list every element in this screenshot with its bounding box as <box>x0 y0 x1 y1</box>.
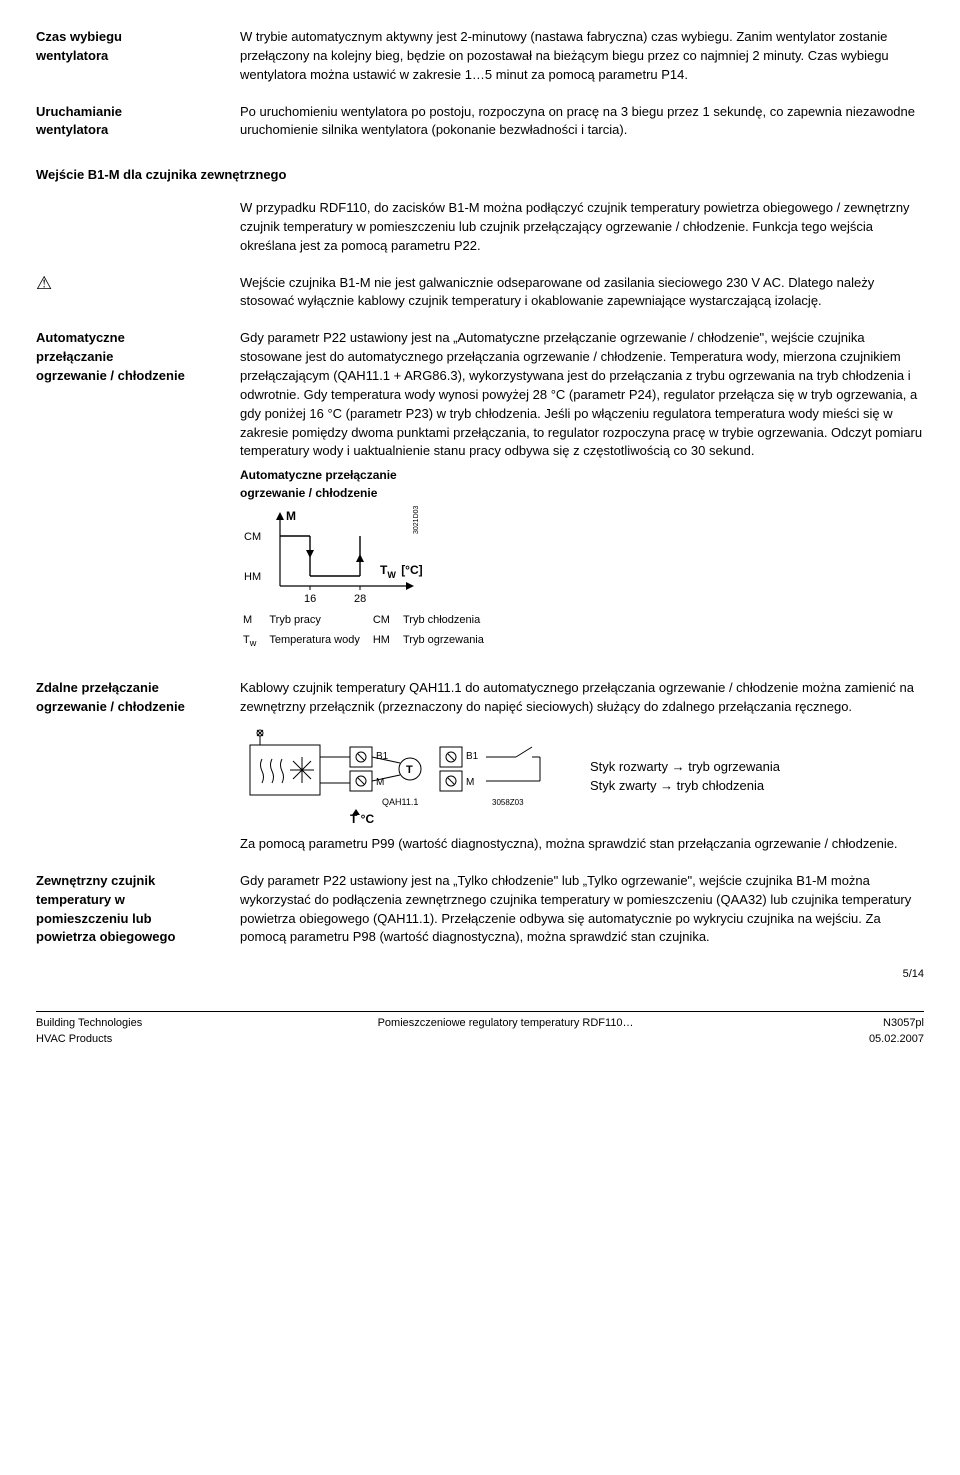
label-auto-switch: Automatyczne przełączanie ogrzewanie / c… <box>36 329 240 661</box>
footer-mid: Pomieszczeniowe regulatory temperatury R… <box>142 1016 869 1048</box>
section-czas-wybiegu: Czas wybiegu wentylatora W trybie automa… <box>36 28 924 85</box>
chart-auto-switch: Automatyczne przełączanie ogrzewanie / c… <box>240 467 924 653</box>
body-uruchamianie: Po uruchomieniu wentylatora po postoju, … <box>240 103 924 141</box>
x-tick-28: 28 <box>354 593 366 605</box>
label-uruchamianie: Uruchamianie wentylatora <box>36 103 240 141</box>
body-b1m-intro: W przypadku RDF110, do zacisków B1-M moż… <box>240 199 924 256</box>
body-auto-switch: Gdy parametr P22 ustawiony jest na „Auto… <box>240 329 924 461</box>
legend-tw: Tw <box>242 632 266 651</box>
body-remote: Kablowy czujnik temperatury QAH11.1 do a… <box>240 679 924 717</box>
body-czas-wybiegu: W trybie automatycznym aktywny jest 2-mi… <box>240 28 924 85</box>
y-hm: HM <box>244 571 261 583</box>
footer-right-1: N3057pl <box>883 1017 924 1029</box>
svg-text:T: T <box>406 764 413 776</box>
qah-label: QAH11.1 <box>382 797 418 807</box>
label-line: wentylatora <box>36 122 108 137</box>
section-external: Zewnętrzny czujnik temperatury w pomiesz… <box>36 872 924 947</box>
footer-right: N3057pl 05.02.2007 <box>869 1016 924 1048</box>
chart-title-line: Automatyczne przełączanie <box>240 468 397 482</box>
body-warning: Wejście czujnika B1-M nie jest galwanicz… <box>240 274 924 312</box>
label-line: Zdalne przełączanie <box>36 680 159 695</box>
legend-m: M <box>242 612 266 630</box>
label-line: Zewnętrzny czujnik <box>36 873 155 888</box>
y-m: M <box>286 509 296 523</box>
label-line: ogrzewanie / chłodzenie <box>36 699 185 714</box>
empty-label <box>36 199 240 256</box>
label-czas-wybiegu: Czas wybiegu wentylatora <box>36 28 240 85</box>
section-warning: ⚠ Wejście czujnika B1-M nie jest galwani… <box>36 274 924 312</box>
footer-left-1: Building Technologies <box>36 1017 142 1029</box>
remote-contact-legend: Styk rozwarty → tryb ogrzewania Styk zwa… <box>590 758 780 796</box>
label-line: Czas wybiegu <box>36 29 122 44</box>
section-b1m-intro: W przypadku RDF110, do zacisków B1-M moż… <box>36 199 924 256</box>
legend-hm-desc: Tryb ogrzewania <box>402 632 494 651</box>
section-title-b1m: Wejście B1-M dla czujnika zewnętrznego <box>36 166 924 185</box>
label-external: Zewnętrzny czujnik temperatury w pomiesz… <box>36 872 240 947</box>
svg-text:TW [°C]: TW [°C] <box>380 563 423 581</box>
label-remote: Zdalne przełączanie ogrzewanie / chłodze… <box>36 679 240 854</box>
contact-open: Styk rozwarty → tryb ogrzewania <box>590 758 780 777</box>
x-label-w: W <box>387 570 396 580</box>
section-remote: Zdalne przełączanie ogrzewanie / chłodze… <box>36 679 924 854</box>
label-line: powietrza obiegowego <box>36 929 175 944</box>
chart-legend: M Tryb pracy CM Tryb chłodzenia Tw Tempe… <box>240 610 496 653</box>
section-auto-switch: Automatyczne przełączanie ogrzewanie / c… <box>36 329 924 661</box>
label-line: wentylatora <box>36 48 108 63</box>
legend-hm: HM <box>372 632 400 651</box>
legend-cm: CM <box>372 612 400 630</box>
label-line: pomieszczeniu lub <box>36 911 152 926</box>
label-line: Automatyczne <box>36 330 125 345</box>
section-uruchamianie: Uruchamianie wentylatora Po uruchomieniu… <box>36 103 924 141</box>
chart-svg: CM HM M 16 28 TW [°C] <box>240 506 460 606</box>
footer-right-2: 05.02.2007 <box>869 1033 924 1045</box>
page-number: 5/14 <box>36 967 924 983</box>
contact-closed: Styk zwarty → tryb chłodzenia <box>590 777 780 796</box>
label-line: ogrzewanie / chłodzenie <box>36 368 185 383</box>
legend-cm-desc: Tryb chłodzenia <box>402 612 494 630</box>
label-line: temperatury w <box>36 892 125 907</box>
legend-tw-desc: Temperatura wody <box>268 632 370 651</box>
label-line: przełączanie <box>36 349 113 364</box>
remote-diagram: B1 M T QAH11.1 B1 M <box>240 727 570 827</box>
chart-code: 3021D03 <box>413 506 420 534</box>
warning-icon: ⚠ <box>36 274 240 312</box>
body-external: Gdy parametr P22 ustawiony jest na „Tylk… <box>240 872 924 947</box>
x-label-unit: [°C] <box>401 563 422 577</box>
page-footer: Building Technologies HVAC Products Pomi… <box>36 1011 924 1048</box>
term2-m: M <box>466 777 474 788</box>
footer-left-2: HVAC Products <box>36 1033 112 1045</box>
x-tick-16: 16 <box>304 593 316 605</box>
legend-m-desc: Tryb pracy <box>268 612 370 630</box>
chart-title-line: ogrzewanie / chłodzenie <box>240 486 377 500</box>
diag-code: 3058Z03 <box>492 798 524 807</box>
footer-left: Building Technologies HVAC Products <box>36 1016 142 1048</box>
remote-diagram-row: B1 M T QAH11.1 B1 M <box>240 727 924 827</box>
body-remote-after: Za pomocą parametru P99 (wartość diagnos… <box>240 835 924 854</box>
label-line: Uruchamianie <box>36 104 122 119</box>
y-cm: CM <box>244 531 261 543</box>
term2-b1: B1 <box>466 751 479 762</box>
